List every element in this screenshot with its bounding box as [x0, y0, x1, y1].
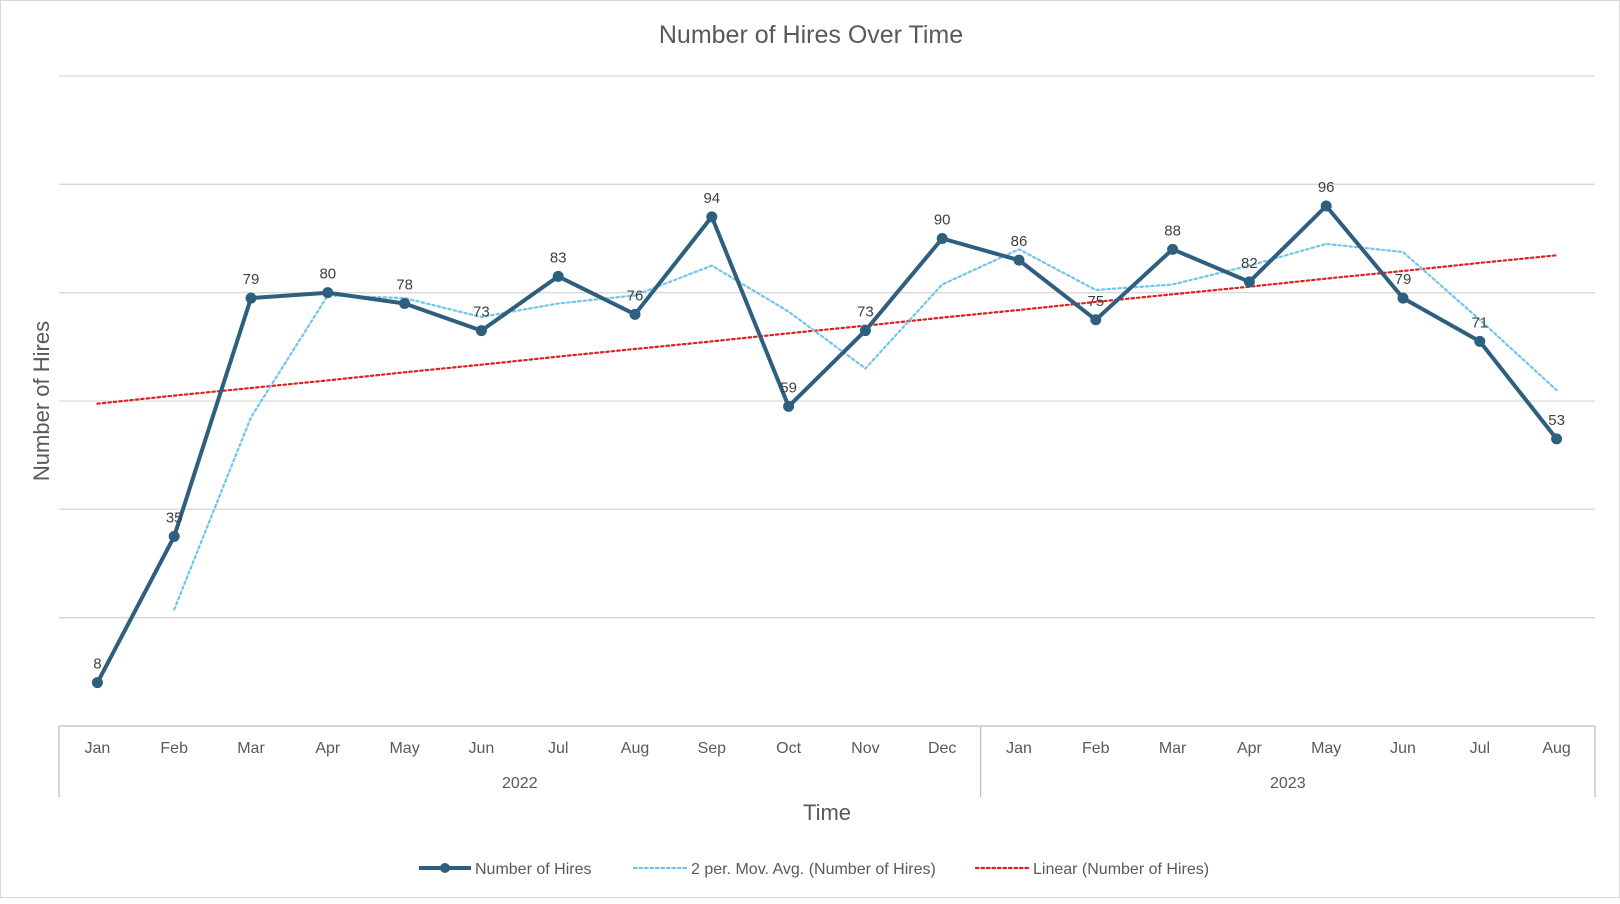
data-label: 88	[1164, 222, 1181, 239]
legend-label-moving-average: 2 per. Mov. Avg. (Number of Hires)	[691, 861, 936, 878]
x-tick-label: Aug	[1542, 740, 1570, 757]
data-point	[245, 292, 257, 304]
data-label: 71	[1471, 314, 1488, 331]
x-tick-label: May	[1311, 740, 1341, 757]
data-label: 79	[1395, 271, 1412, 288]
data-point	[1167, 243, 1179, 255]
data-point	[475, 325, 487, 337]
x-tick-label: Jul	[548, 740, 568, 757]
x-tick-label: Sep	[698, 740, 727, 757]
x-tick-label: Jan	[1006, 740, 1032, 757]
x-axis-title: Time	[803, 800, 851, 825]
data-point	[399, 298, 411, 309]
legend-label-trendline: Linear (Number of Hires)	[1033, 861, 1209, 878]
moving-average-line	[173, 242, 1558, 611]
x-tick-label: Aug	[621, 740, 649, 757]
x-tick-label: Apr	[315, 740, 341, 757]
data-label: 90	[934, 212, 951, 229]
data-point	[1474, 335, 1486, 347]
x-tick-label: Feb	[1082, 740, 1110, 757]
data-label: 8	[93, 656, 101, 673]
x-group-label: 2022	[502, 775, 538, 792]
data-label: 76	[627, 287, 644, 304]
data-point	[1013, 254, 1025, 266]
data-label: 59	[780, 379, 797, 396]
x-tick-label: Jan	[85, 740, 111, 757]
x-tick-label: Jul	[1470, 740, 1490, 757]
data-label: 86	[1011, 233, 1028, 250]
hires-line	[95, 204, 1559, 684]
data-labels: 8 35 79 80 78 73 83 76 94 59 73 90 86 75 88 82 96 79 71 53	[93, 179, 1565, 673]
data-label: 35	[166, 509, 183, 526]
x-group-label: 2023	[1270, 775, 1306, 792]
data-label: 73	[857, 304, 874, 321]
moving-average-series	[173, 242, 1558, 611]
x-tick-label: Mar	[237, 740, 265, 757]
data-point	[783, 400, 795, 412]
data-point	[91, 677, 103, 689]
chart-title: Number of Hires Over Time	[659, 21, 963, 49]
data-point	[1090, 314, 1102, 326]
legend-label-hires: Number of Hires	[475, 861, 591, 878]
data-point	[1320, 200, 1332, 212]
x-tick-label: Apr	[1237, 740, 1263, 757]
legend-marker-hires	[440, 863, 450, 873]
x-tick-label: Mar	[1159, 740, 1187, 757]
data-label: 94	[703, 190, 720, 207]
x-tick-label: May	[389, 740, 419, 757]
x-tick-label: Nov	[851, 740, 879, 757]
data-point	[859, 325, 871, 337]
data-point	[629, 308, 641, 320]
x-tick-label: Feb	[160, 740, 188, 757]
x-tick-label: Jun	[1390, 740, 1416, 757]
data-point	[1243, 276, 1255, 288]
hires-series	[91, 200, 1563, 689]
data-label: 96	[1318, 179, 1335, 196]
data-point	[168, 530, 180, 542]
data-point	[936, 233, 948, 244]
x-tick-label: Oct	[776, 740, 801, 757]
x-tick-label: Dec	[928, 740, 956, 757]
data-point	[706, 211, 718, 223]
data-point	[1551, 433, 1563, 445]
trendline-series	[96, 254, 1558, 405]
data-label: 75	[1087, 293, 1104, 310]
data-label: 82	[1241, 255, 1258, 272]
data-label: 53	[1548, 412, 1565, 429]
data-point	[552, 270, 564, 282]
data-label: 80	[319, 266, 336, 283]
gridlines	[59, 75, 1595, 619]
trendline	[96, 254, 1558, 405]
data-label: 73	[473, 304, 490, 321]
data-label: 79	[243, 271, 260, 288]
data-point	[1397, 292, 1409, 304]
x-tick-label: Jun	[469, 740, 495, 757]
x-axis: Jan Feb Mar Apr May Jun Jul Aug Sep Oct Nov Dec 2022…	[58, 725, 1596, 797]
data-label: 78	[396, 277, 413, 294]
legend: Number of Hires 2 per. Mov. Avg. (Number …	[419, 861, 1209, 878]
data-point	[322, 287, 334, 299]
y-axis-title: Number of Hires	[29, 321, 54, 481]
data-label: 83	[550, 249, 567, 266]
